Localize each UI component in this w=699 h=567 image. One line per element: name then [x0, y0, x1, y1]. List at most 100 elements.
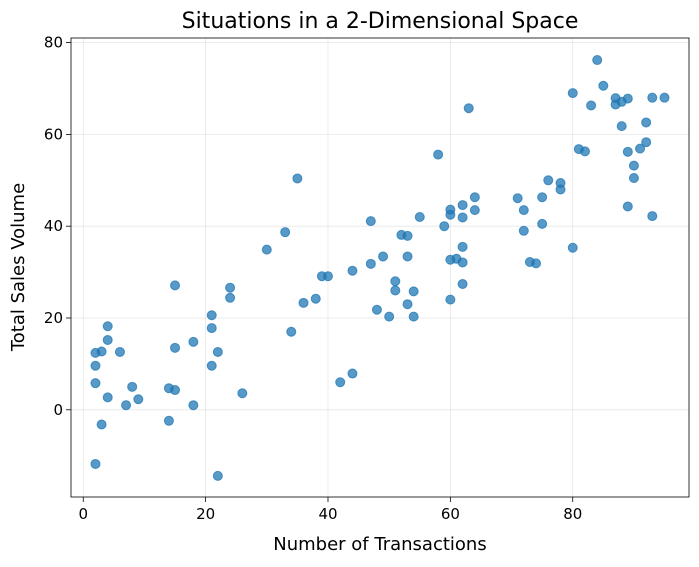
data-point — [310, 293, 321, 304]
data-point — [641, 117, 652, 128]
data-point — [457, 212, 468, 223]
y-tick-label: 20 — [44, 309, 63, 327]
data-point — [390, 276, 401, 287]
data-point — [286, 326, 297, 337]
data-point — [188, 400, 199, 411]
data-point — [102, 392, 113, 403]
data-point — [121, 400, 132, 411]
data-point — [390, 285, 401, 296]
data-point — [408, 286, 419, 297]
data-point — [622, 93, 633, 104]
data-point — [543, 175, 554, 186]
data-point — [463, 103, 474, 114]
data-point — [616, 121, 627, 132]
data-point — [280, 227, 291, 238]
data-point — [598, 80, 609, 91]
data-point — [622, 146, 633, 157]
data-point — [537, 192, 548, 203]
data-point — [347, 368, 358, 379]
y-tick-label: 80 — [44, 34, 63, 52]
data-point — [402, 251, 413, 262]
x-tick-label: 60 — [441, 505, 460, 523]
data-point — [579, 146, 590, 157]
data-point — [414, 212, 425, 223]
data-point — [457, 200, 468, 211]
data-points — [90, 55, 670, 481]
data-point — [647, 211, 658, 222]
data-point — [114, 346, 125, 357]
data-point — [402, 230, 413, 241]
data-point — [335, 377, 346, 388]
data-point — [298, 297, 309, 308]
data-point — [384, 311, 395, 322]
data-point — [537, 218, 548, 229]
data-point — [457, 279, 468, 290]
data-point — [127, 381, 138, 392]
data-point — [469, 205, 480, 216]
data-point — [170, 280, 181, 291]
data-point — [212, 346, 223, 357]
data-point — [622, 201, 633, 212]
data-point — [647, 92, 658, 103]
data-point — [628, 160, 639, 171]
data-point — [402, 299, 413, 310]
data-point — [90, 378, 101, 389]
data-point — [457, 257, 468, 268]
x-axis-label: Number of Transactions — [273, 534, 486, 555]
data-point — [555, 184, 566, 195]
data-point — [635, 143, 646, 154]
data-point — [347, 265, 358, 276]
data-point — [188, 336, 199, 347]
data-point — [439, 221, 450, 232]
data-point — [469, 192, 480, 203]
data-point — [96, 346, 107, 357]
y-tick-label: 60 — [44, 125, 63, 143]
data-point — [445, 209, 456, 220]
data-point — [408, 311, 419, 322]
data-point — [378, 251, 389, 262]
data-point — [163, 415, 174, 426]
data-point — [518, 205, 529, 216]
plot-frame — [70, 37, 690, 498]
data-point — [567, 88, 578, 99]
x-tick-label: 20 — [196, 505, 215, 523]
x-tick-label: 80 — [563, 505, 582, 523]
data-point — [433, 149, 444, 160]
data-point — [365, 216, 376, 227]
chart-title: Situations in a 2-Dimensional Space — [182, 9, 579, 34]
data-point — [206, 323, 217, 334]
data-point — [512, 193, 523, 204]
data-point — [225, 292, 236, 303]
data-point — [518, 225, 529, 236]
data-point — [641, 137, 652, 148]
data-point — [628, 172, 639, 183]
data-point — [225, 282, 236, 293]
y-axis-label: Total Sales Volume — [8, 183, 29, 352]
data-point — [445, 294, 456, 305]
data-point — [292, 173, 303, 184]
data-point — [592, 55, 603, 66]
grid — [71, 38, 689, 497]
data-point — [586, 100, 597, 111]
data-point — [237, 388, 248, 399]
data-point — [170, 385, 181, 396]
data-point — [531, 258, 542, 269]
data-point — [206, 360, 217, 371]
data-point — [457, 241, 468, 252]
data-point — [102, 321, 113, 332]
data-point — [102, 335, 113, 346]
y-tick-label: 0 — [53, 401, 63, 419]
data-point — [567, 242, 578, 253]
data-point — [365, 258, 376, 269]
data-point — [170, 342, 181, 353]
data-point — [133, 394, 144, 405]
x-tick-label: 40 — [318, 505, 337, 523]
data-point — [90, 360, 101, 371]
data-point — [90, 458, 101, 469]
data-point — [212, 470, 223, 481]
data-point — [206, 310, 217, 321]
data-point — [371, 304, 382, 315]
data-point — [261, 244, 272, 255]
data-point — [96, 419, 107, 430]
data-point — [659, 92, 670, 103]
